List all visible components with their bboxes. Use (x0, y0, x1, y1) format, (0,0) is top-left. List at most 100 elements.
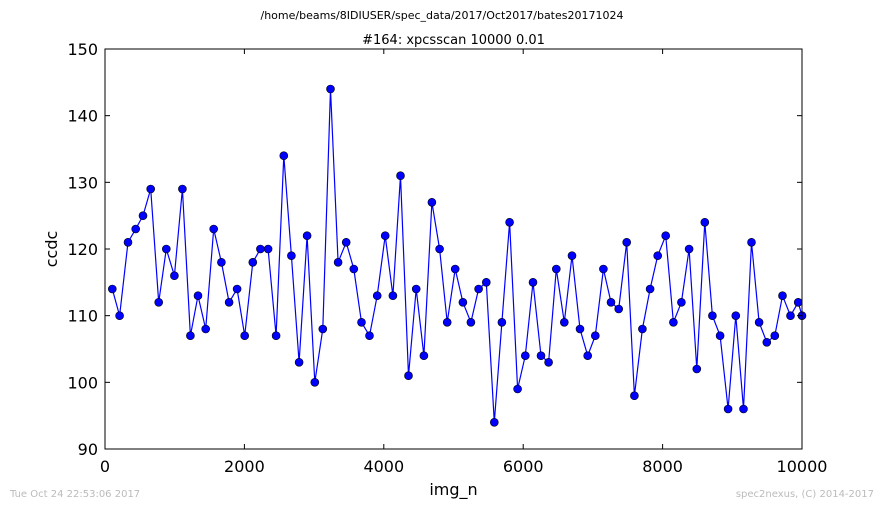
data-point (669, 317, 678, 327)
data-point (638, 324, 647, 334)
data-point (365, 331, 374, 341)
data-point (520, 351, 530, 361)
data-point (256, 244, 265, 254)
data-point (590, 331, 600, 341)
y-tick-label: 110 (67, 307, 98, 326)
footer-credit: spec2nexus, (C) 2014-2017 (735, 489, 874, 500)
x-tick-label: 10000 (777, 457, 828, 476)
data-point (302, 231, 312, 240)
data-point (435, 244, 444, 254)
y-tick-label: 120 (67, 240, 98, 259)
data-point (536, 351, 546, 361)
chart-title: #164: xpcsscan 10000 0.01 (362, 33, 545, 48)
data-point (450, 264, 460, 274)
data-point (170, 271, 179, 281)
data-point (762, 337, 772, 347)
data-point (108, 284, 117, 294)
data-point (630, 391, 639, 401)
data-point (692, 364, 702, 374)
data-point (770, 331, 780, 341)
data-point (583, 351, 593, 361)
data-point (380, 231, 390, 240)
data-point (271, 331, 281, 341)
data-point (115, 311, 124, 321)
data-point (263, 244, 273, 254)
data-point (162, 244, 171, 254)
data-point (404, 371, 413, 381)
x-tick-label: 8000 (642, 457, 683, 476)
data-point (614, 304, 624, 314)
data-point (154, 297, 163, 307)
data-point (146, 184, 155, 194)
plot-area (108, 84, 807, 427)
y-tick-label: 90 (78, 440, 98, 459)
data-point (474, 284, 483, 294)
data-point (622, 238, 632, 247)
x-tick-label: 2000 (224, 457, 265, 476)
data-point (287, 251, 296, 260)
y-tick-label: 150 (67, 40, 98, 59)
data-point (715, 331, 725, 341)
y-tick-label: 140 (67, 107, 98, 126)
data-point (310, 377, 320, 387)
data-point (653, 251, 663, 260)
data-point (505, 218, 514, 227)
x-tick-label: 0 (100, 457, 110, 476)
data-point (201, 324, 210, 334)
data-point (357, 317, 366, 327)
y-tick-label: 100 (67, 373, 98, 392)
data-point (131, 224, 140, 234)
data-point (528, 277, 538, 287)
data-point (513, 384, 522, 394)
data-point (178, 184, 187, 194)
data-point (427, 198, 437, 207)
data-point (739, 404, 748, 414)
data-point (786, 311, 795, 321)
data-point (248, 257, 258, 267)
data-point (326, 84, 335, 94)
data-point (793, 297, 803, 307)
data-point (723, 404, 733, 414)
plot-frame (104, 48, 803, 450)
data-point (138, 211, 148, 220)
data-point (318, 324, 328, 334)
data-point (481, 277, 491, 287)
x-tick-label: 4000 (363, 457, 404, 476)
data-point (684, 244, 694, 254)
data-point (606, 297, 616, 307)
data-point (708, 311, 717, 321)
y-axis: 90 100 110 120 130 140 150 (67, 40, 802, 459)
data-point (567, 251, 577, 260)
x-tick-label: 6000 (503, 457, 544, 476)
data-point (575, 324, 585, 334)
data-point (240, 331, 249, 341)
data-point (341, 238, 351, 247)
data-point (217, 257, 226, 267)
data-point (645, 284, 655, 294)
data-point (754, 317, 764, 327)
data-point (599, 264, 608, 274)
data-point (559, 317, 569, 327)
data-point (466, 317, 476, 327)
data-point (419, 351, 429, 361)
data-point (279, 151, 289, 160)
data-point (294, 357, 304, 367)
data-point (442, 317, 452, 327)
data-point (551, 264, 561, 274)
series-line (111, 88, 803, 423)
data-point (193, 291, 203, 301)
data-point (544, 357, 553, 367)
data-point (489, 417, 499, 427)
figure-suptitle: /home/beams/8IDIUSER/spec_data/2017/Oct2… (260, 9, 624, 22)
x-axis: 0 2000 4000 6000 8000 10000 (100, 49, 828, 476)
data-point (232, 284, 242, 294)
data-point (411, 284, 421, 294)
y-tick-label: 130 (67, 173, 98, 192)
data-point (778, 291, 787, 301)
data-point (700, 218, 710, 227)
data-point (333, 257, 343, 267)
data-point (224, 297, 234, 307)
data-point (661, 231, 671, 240)
data-point (497, 317, 507, 327)
data-point (458, 297, 468, 307)
